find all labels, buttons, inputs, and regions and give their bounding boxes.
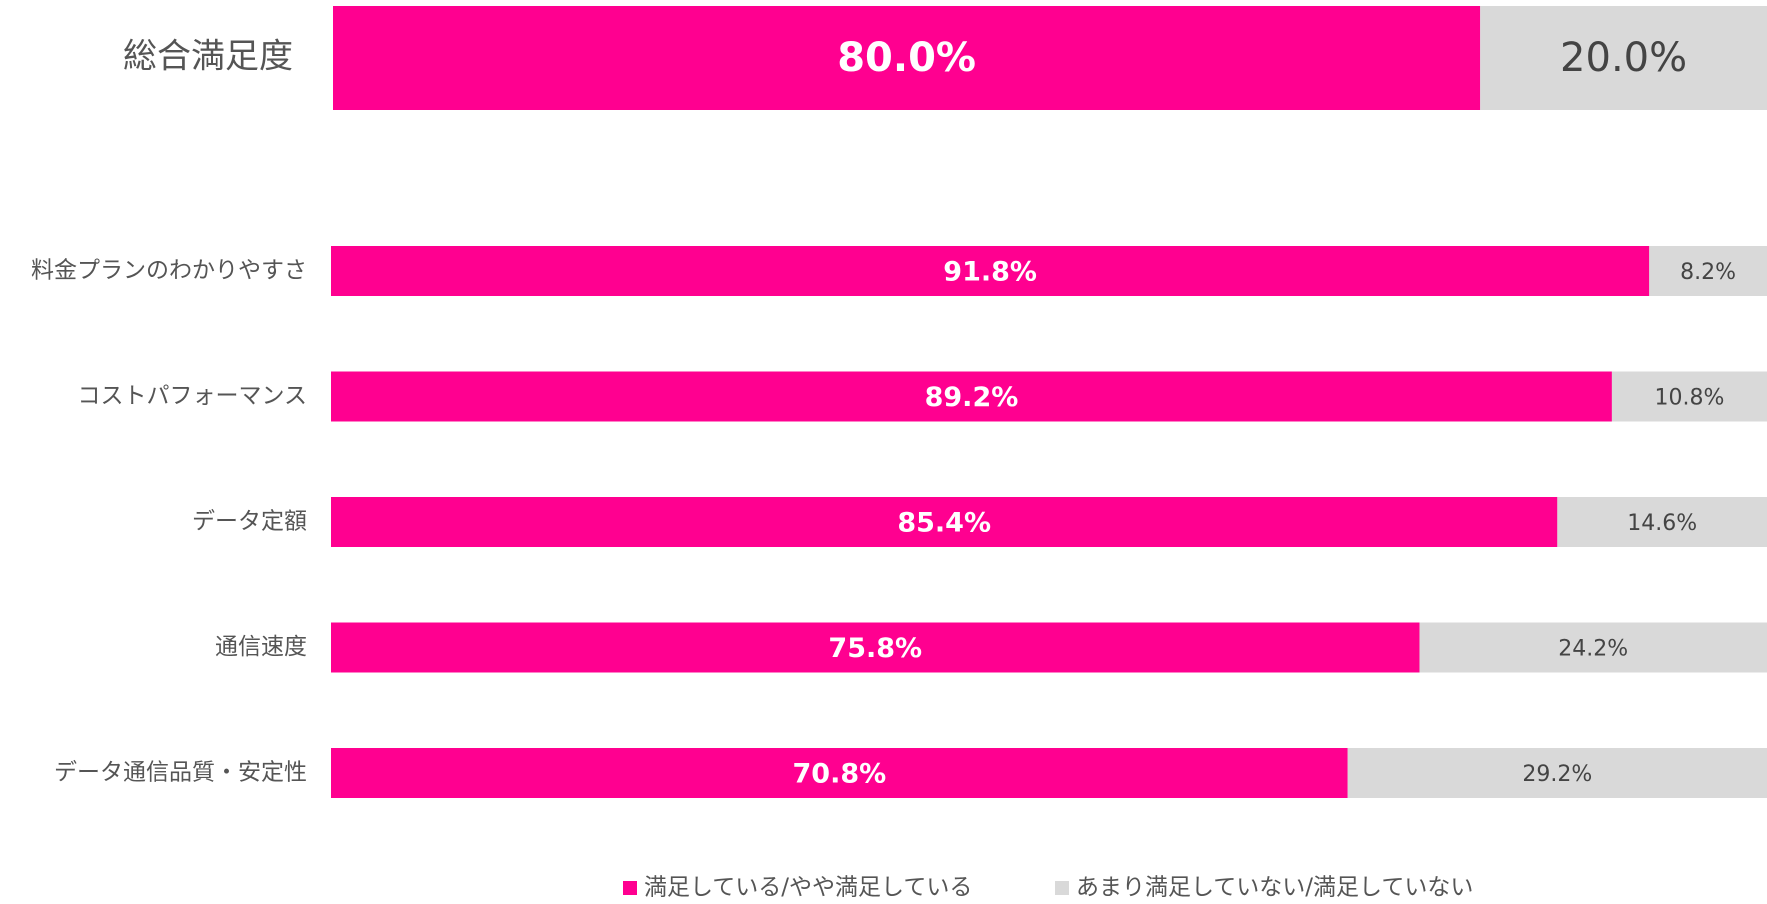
category-label: データ通信品質・安定性 (54, 760, 307, 786)
category-label: 料金プランのわかりやすさ (31, 258, 307, 284)
value-label: 70.8% (793, 759, 887, 790)
bar-segment (331, 748, 1348, 798)
bar-segment (331, 371, 1612, 422)
value-label: 85.4% (897, 508, 991, 539)
value-label: 75.8% (828, 633, 922, 664)
bar-segment (331, 622, 1420, 673)
value-label: 91.8% (943, 257, 1037, 288)
bar-segment (333, 6, 1481, 110)
bar-segment (1480, 6, 1767, 110)
value-label: 20.0% (1560, 35, 1687, 81)
bar-segment (1347, 748, 1767, 798)
bar-segment (1649, 246, 1767, 296)
value-label: 24.2% (1558, 637, 1628, 662)
bar-segment (1557, 497, 1767, 547)
value-label: 14.6% (1627, 511, 1697, 536)
category-label: 通信速度 (215, 634, 307, 660)
category-label: データ定額 (192, 509, 307, 535)
legend-label: 満足している/やや満足している (644, 875, 972, 901)
legend-label: あまり満足していない/満足していない (1076, 875, 1473, 901)
value-label: 29.2% (1522, 762, 1592, 787)
bar-segment (331, 246, 1650, 296)
category-label: コストパフォーマンス (77, 383, 307, 409)
legend-swatch (1055, 881, 1069, 895)
category-label: 総合満足度 (123, 37, 293, 77)
bar-segment (1419, 622, 1767, 673)
bar-segment (1611, 371, 1767, 422)
value-label: 8.2% (1680, 260, 1736, 285)
value-label: 80.0% (837, 35, 976, 81)
value-label: 89.2% (925, 382, 1019, 413)
bar-segment (331, 497, 1558, 547)
value-label: 10.8% (1655, 386, 1725, 411)
legend-swatch (623, 881, 637, 895)
